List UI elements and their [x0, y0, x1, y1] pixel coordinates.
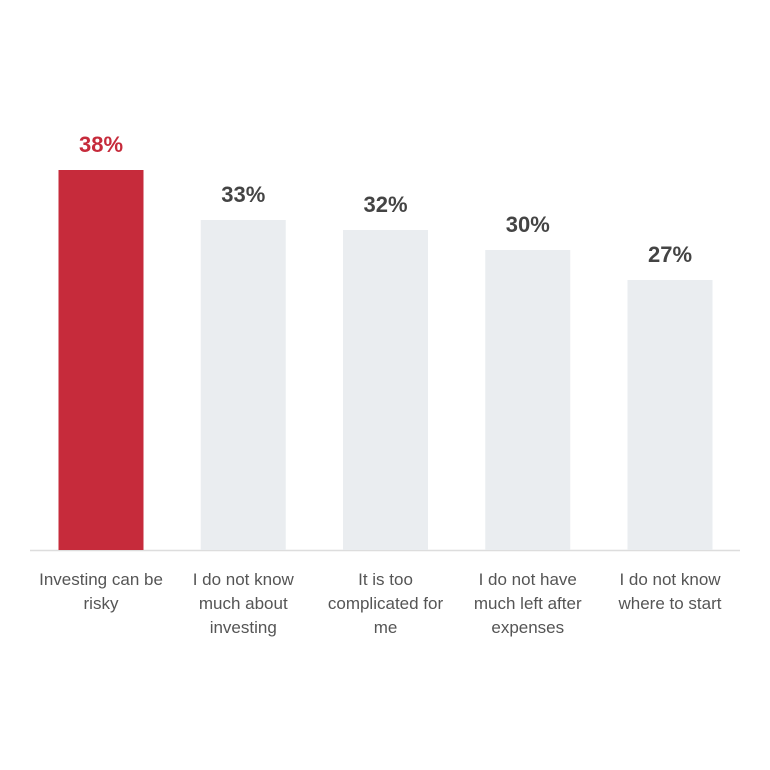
category-label: I do not know much about investing — [192, 570, 294, 637]
category-label: I do not have much left after expenses — [473, 570, 582, 637]
value-label: 38% — [79, 132, 123, 157]
category-label: It is too complicated for me — [327, 570, 444, 637]
value-label: 27% — [648, 242, 692, 267]
category-label: I do not know where to start — [618, 570, 722, 613]
bar — [58, 170, 144, 550]
bar — [200, 220, 286, 550]
value-label: 33% — [221, 182, 265, 207]
value-label: 32% — [363, 192, 407, 217]
category-label: Investing can be risky — [39, 570, 163, 613]
bar — [343, 230, 428, 550]
bar — [485, 250, 571, 550]
value-label: 30% — [506, 212, 550, 237]
bar — [627, 280, 713, 550]
